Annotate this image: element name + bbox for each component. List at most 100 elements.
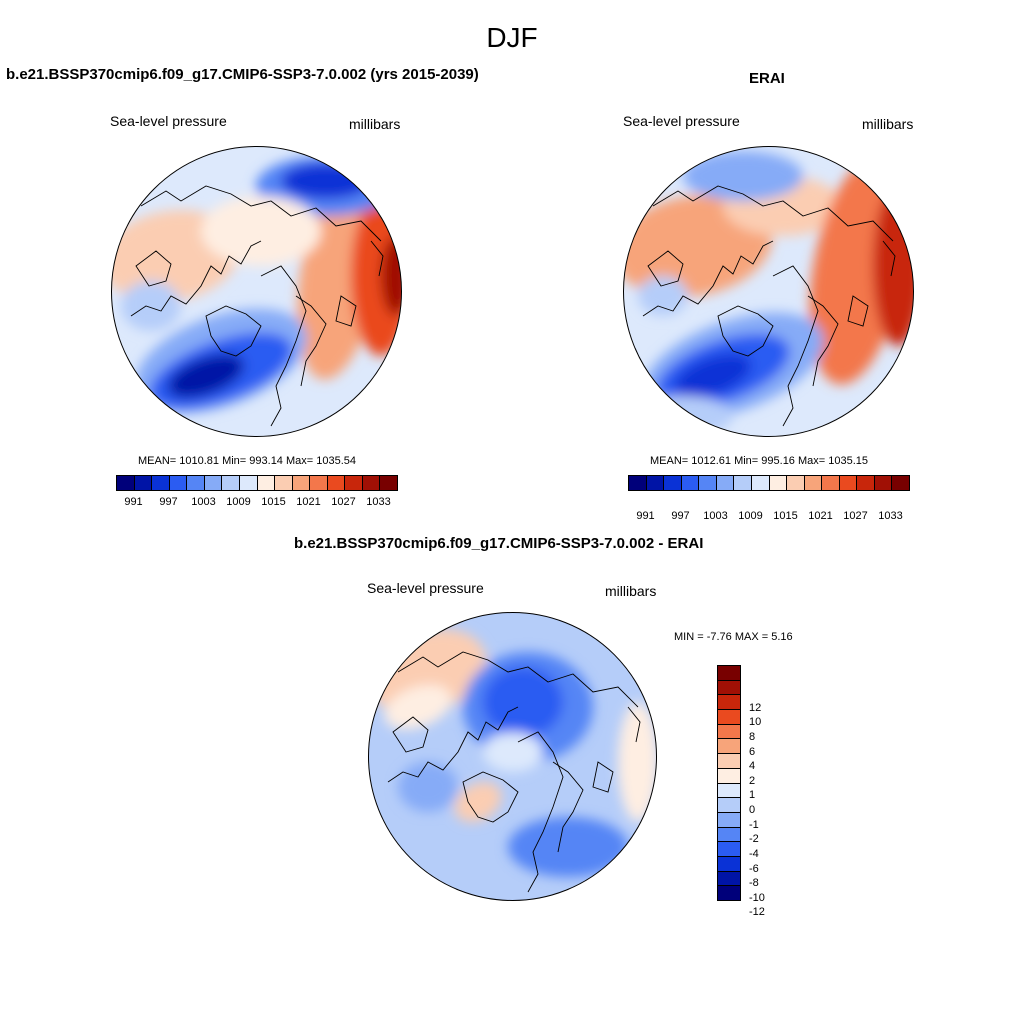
coastline	[627, 706, 641, 743]
map-boundary	[623, 146, 914, 437]
obs-units-label: millibars	[862, 116, 914, 132]
diff-colorbar-ticks: 12 10 8 6 4 2 1 0 -1 -2 -4 -6 -8 -10 -12	[749, 693, 779, 927]
field-positive	[618, 702, 657, 822]
colorbar-swatch	[362, 476, 381, 490]
diff-polar-map	[368, 612, 657, 901]
colorbar-swatch	[718, 739, 740, 755]
colorbar-swatch	[187, 476, 205, 490]
model-variable-label: Sea-level pressure	[110, 113, 227, 129]
colorbar-tick-label: -6	[749, 862, 759, 875]
colorbar-swatch	[681, 476, 700, 490]
coastline	[772, 265, 819, 427]
obs-polar-map	[623, 146, 914, 437]
colorbar-swatch	[718, 695, 740, 711]
field-low	[167, 354, 245, 398]
colorbar-tick-label: 6	[749, 745, 756, 758]
colorbar-tick-label: 1027	[843, 510, 868, 522]
colorbar-swatch	[204, 476, 223, 490]
colorbar-tick-label: 4	[749, 760, 756, 773]
colorbar-swatch	[718, 680, 740, 696]
colorbar-swatch	[152, 476, 170, 490]
field-high	[873, 186, 914, 346]
colorbar-swatch	[874, 476, 893, 490]
colorbar-tick-label: -12	[749, 906, 765, 919]
colorbar-swatch	[718, 768, 740, 784]
colorbar-tick-label: 1009	[226, 496, 251, 508]
coastline	[295, 295, 327, 387]
colorbar-swatch	[327, 476, 346, 490]
colorbar-swatch	[257, 476, 276, 490]
page-title: DJF	[486, 22, 538, 53]
colorbar-tick-label: 1015	[261, 496, 286, 508]
field-mid	[201, 196, 321, 266]
colorbar-tick-label: 0	[749, 804, 756, 816]
colorbar-tick-label: 997	[159, 496, 178, 508]
colorbar-swatch	[718, 666, 740, 681]
coastline	[260, 265, 307, 427]
coastline	[647, 250, 684, 287]
colorbar-swatch	[769, 476, 788, 490]
coastline	[205, 305, 262, 357]
model-units-label: millibars	[349, 116, 401, 132]
colorbar-tick-label: 12	[749, 701, 762, 714]
obs-variable-label: Sea-level pressure	[623, 113, 740, 129]
colorbar-swatch	[310, 476, 328, 490]
colorbar-tick-label: -2	[749, 833, 759, 846]
coastline	[517, 731, 564, 893]
field-low	[281, 163, 371, 199]
colorbar-swatch	[734, 476, 752, 490]
coastline	[807, 295, 839, 387]
colorbar-swatch	[804, 476, 823, 490]
colorbar-swatch	[718, 842, 740, 857]
coastline	[847, 295, 869, 327]
colorbar-swatch	[718, 886, 740, 900]
colorbar-swatch	[664, 476, 682, 490]
coastline	[652, 185, 894, 242]
field-positive	[384, 684, 452, 730]
colorbar-swatch	[718, 724, 740, 740]
colorbar-swatch	[345, 476, 363, 490]
model-stats: MEAN= 1010.81 Min= 993.14 Max= 1035.54	[138, 455, 357, 467]
diff-stats: MIN = -7.76 MAX = 5.16	[674, 631, 793, 643]
map-boundary	[111, 146, 402, 437]
field-positive	[454, 782, 502, 822]
coastline	[462, 771, 519, 823]
field-low	[121, 281, 181, 331]
colorbar-tick-label: 1	[749, 789, 756, 802]
colorbar-swatch	[275, 476, 293, 490]
colorbar-tick-label: -10	[749, 891, 765, 904]
obs-colorbar	[628, 475, 910, 491]
coastline	[335, 295, 357, 327]
model-colorbar-ticks: 991 997 1003 1009 1015 1021 1027 1033	[116, 496, 396, 510]
colorbar-tick-label: 991	[636, 510, 655, 522]
coastline	[717, 305, 774, 357]
colorbar-swatch	[718, 783, 740, 799]
colorbar-tick-label: 1009	[738, 510, 763, 522]
colorbar-swatch	[822, 476, 840, 490]
obs-colorbar-ticks: 991 997 1003 1009 1015 1021 1027 1033	[628, 510, 908, 524]
colorbar-tick-label: 2	[749, 774, 756, 787]
colorbar-swatch	[699, 476, 717, 490]
colorbar-swatch	[787, 476, 805, 490]
colorbar-swatch	[716, 476, 735, 490]
coastline	[392, 716, 429, 753]
coastline	[397, 651, 639, 708]
field-negative	[508, 817, 628, 877]
colorbar-swatch	[292, 476, 311, 490]
field-low	[683, 151, 803, 201]
colorbar-swatch	[718, 754, 740, 769]
obs-stats: MEAN= 1012.61 Min= 995.16 Max= 1035.15	[650, 455, 869, 467]
coastline	[130, 240, 262, 317]
colorbar-tick-label: 1027	[331, 496, 356, 508]
model-panel-title: b.e21.BSSP370cmip6.f09_g17.CMIP6-SSP3-7.…	[6, 66, 479, 83]
colorbar-swatch	[718, 856, 740, 872]
field-low	[638, 276, 688, 316]
diff-colorbar	[717, 665, 741, 901]
coastline	[140, 185, 382, 242]
colorbar-swatch	[629, 476, 647, 490]
coastline	[370, 240, 384, 277]
colorbar-tick-label: 1033	[878, 510, 903, 522]
colorbar-tick-label: 1003	[191, 496, 216, 508]
diff-panel-title: b.e21.BSSP370cmip6.f09_g17.CMIP6-SSP3-7.…	[294, 535, 704, 552]
colorbar-tick-label: -4	[749, 847, 759, 860]
